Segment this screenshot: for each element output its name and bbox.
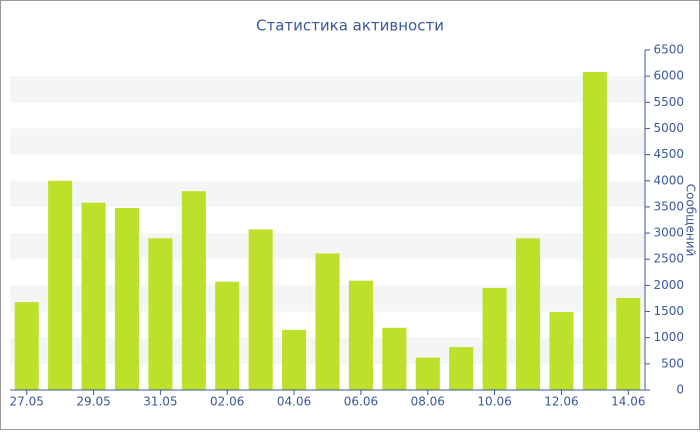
y-tick-label: 500 bbox=[661, 356, 684, 370]
x-tick-label: 27.05 bbox=[10, 395, 44, 409]
bar bbox=[315, 253, 340, 390]
x-tick-label: 14.06 bbox=[611, 395, 645, 409]
y-tick-label: 5500 bbox=[653, 95, 684, 109]
x-tick-label: 02.06 bbox=[210, 395, 244, 409]
bar bbox=[248, 229, 273, 390]
y-axis-label: Сообщений bbox=[684, 184, 698, 257]
y-tick-label: 0 bbox=[676, 383, 684, 397]
bar bbox=[282, 329, 307, 390]
y-tick-label: 3500 bbox=[653, 199, 684, 213]
bar bbox=[114, 207, 140, 390]
bar bbox=[148, 238, 173, 390]
bar bbox=[449, 347, 474, 390]
y-tick-label: 6000 bbox=[653, 69, 684, 83]
x-tick-label: 08.06 bbox=[411, 395, 445, 409]
bar bbox=[482, 288, 507, 390]
bar bbox=[48, 180, 73, 390]
grid-band bbox=[10, 76, 645, 103]
bar bbox=[181, 191, 206, 390]
bar bbox=[382, 327, 407, 390]
bar bbox=[14, 302, 39, 390]
bar bbox=[215, 281, 240, 390]
bar bbox=[415, 357, 440, 390]
y-tick-label: 4500 bbox=[653, 147, 684, 161]
x-tick-label: 06.06 bbox=[344, 395, 378, 409]
y-tick-label: 6500 bbox=[653, 43, 684, 57]
y-tick-label: 1000 bbox=[653, 330, 684, 344]
x-tick-label: 12.06 bbox=[544, 395, 578, 409]
grid-band bbox=[10, 180, 645, 207]
y-tick-label: 5000 bbox=[653, 121, 684, 135]
y-tick-label: 2500 bbox=[653, 252, 684, 266]
bar bbox=[515, 238, 541, 390]
chart-title: Статистика активности bbox=[256, 17, 444, 35]
x-tick-label: 10.06 bbox=[477, 395, 511, 409]
x-tick-label: 31.05 bbox=[143, 395, 177, 409]
bar bbox=[582, 71, 607, 390]
bar bbox=[81, 202, 106, 390]
bar bbox=[549, 312, 574, 390]
x-tick-label: 29.05 bbox=[76, 395, 110, 409]
y-tick-label: 2000 bbox=[653, 278, 684, 292]
grid-band bbox=[10, 128, 645, 155]
y-tick-label: 1500 bbox=[653, 304, 684, 318]
y-tick-label: 4000 bbox=[653, 173, 684, 187]
bar bbox=[616, 297, 641, 390]
y-tick-label: 3000 bbox=[653, 226, 684, 240]
x-tick-label: 04.06 bbox=[277, 395, 311, 409]
bar bbox=[348, 280, 373, 390]
